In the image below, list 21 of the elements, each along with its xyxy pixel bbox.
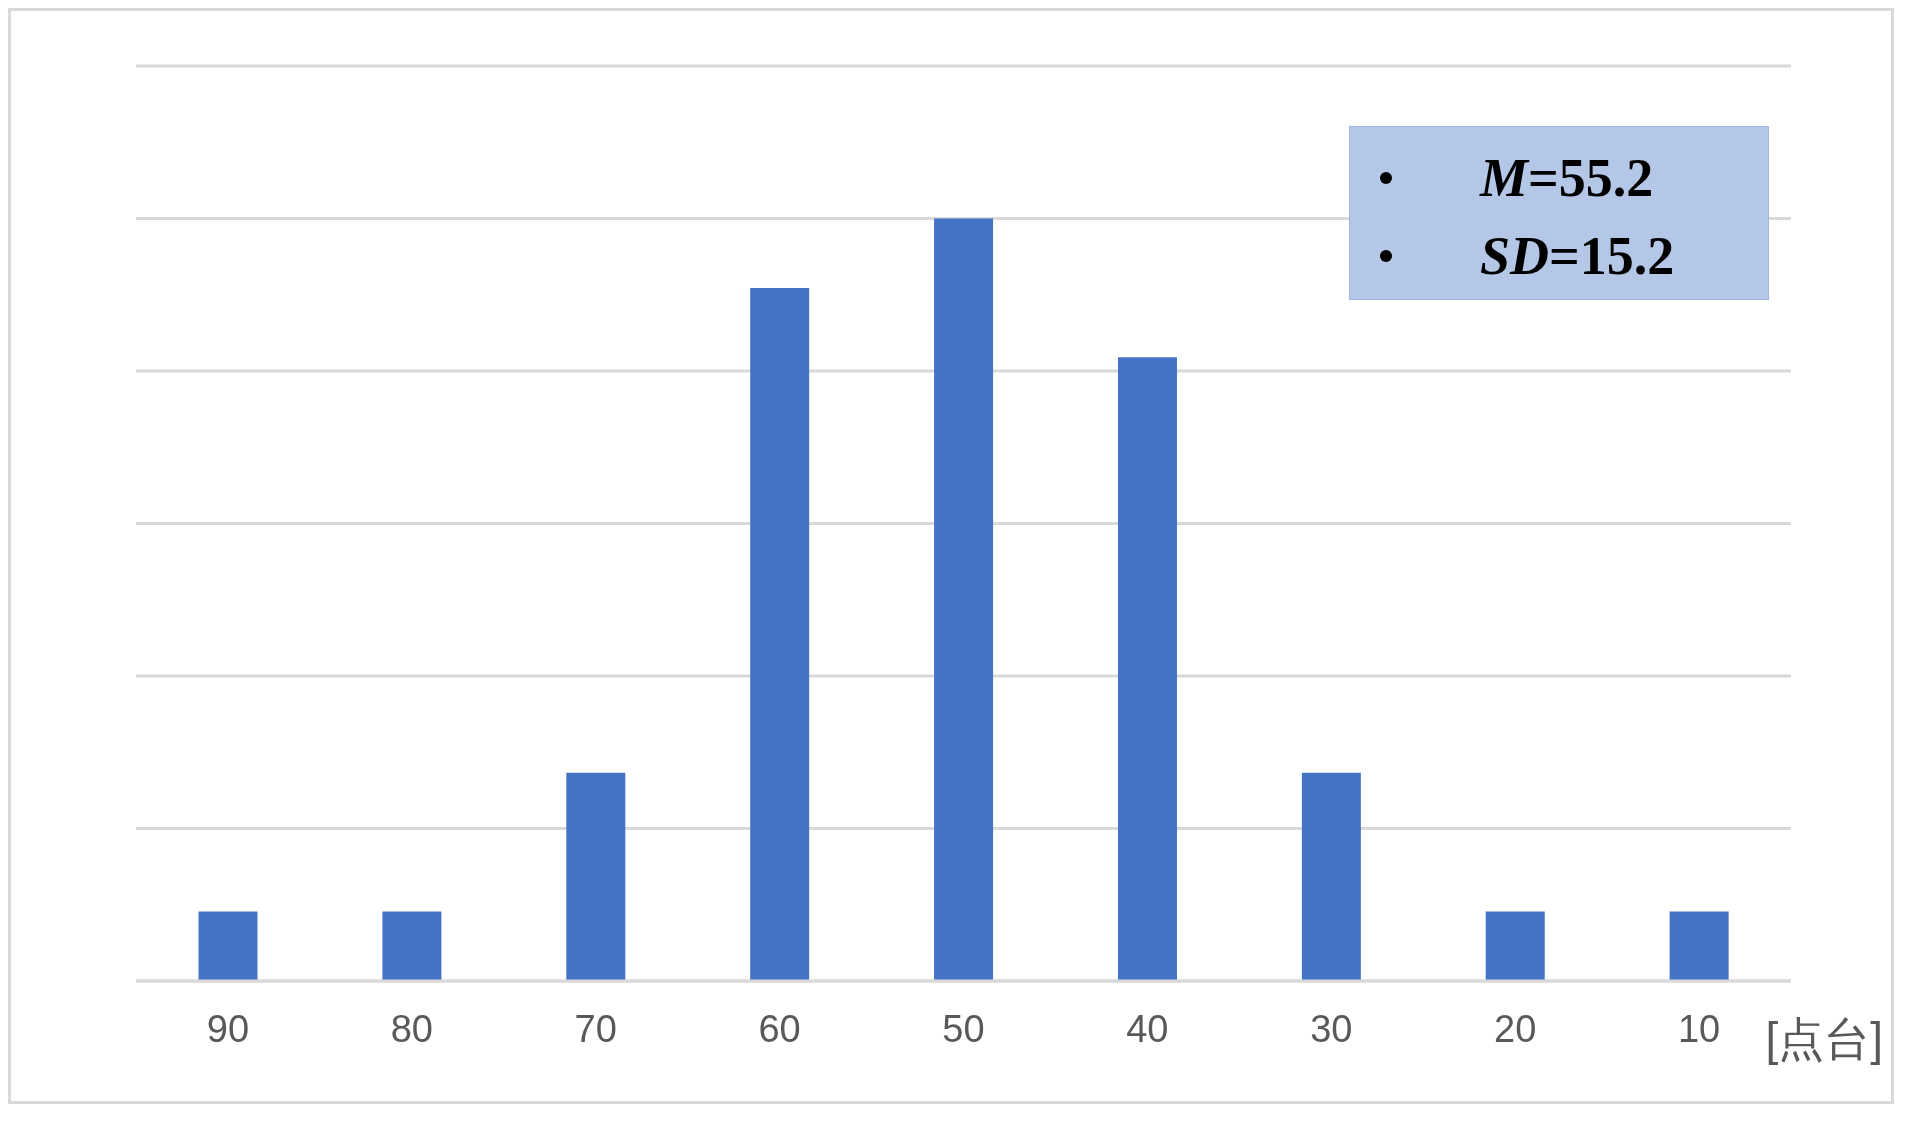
bar [1485, 911, 1545, 981]
bar [382, 911, 442, 981]
annotation: SD=15.2 [1480, 225, 1675, 287]
x-tick-label: 70 [574, 1007, 617, 1050]
bar [1669, 911, 1729, 981]
bar [1117, 357, 1177, 981]
x-tick-label: 40 [1126, 1007, 1169, 1050]
bar [1301, 772, 1361, 981]
x-tick-label: 90 [206, 1007, 250, 1050]
x-tick-label: 20 [1494, 1007, 1537, 1050]
x-tick-label: 10 [1677, 1007, 1721, 1050]
x-tick-label: 80 [390, 1007, 433, 1050]
stats-box: M=55.2 SD=15.2 [1349, 126, 1769, 300]
bar [198, 911, 258, 981]
x-tick-label: 60 [758, 1007, 801, 1050]
bar [750, 287, 810, 981]
bar [566, 772, 626, 981]
x-tick-label: 30 [1310, 1007, 1353, 1050]
bar [934, 218, 994, 981]
x-axis-title: [点台] [1765, 1012, 1883, 1067]
x-tick-label: 50 [942, 1007, 985, 1050]
